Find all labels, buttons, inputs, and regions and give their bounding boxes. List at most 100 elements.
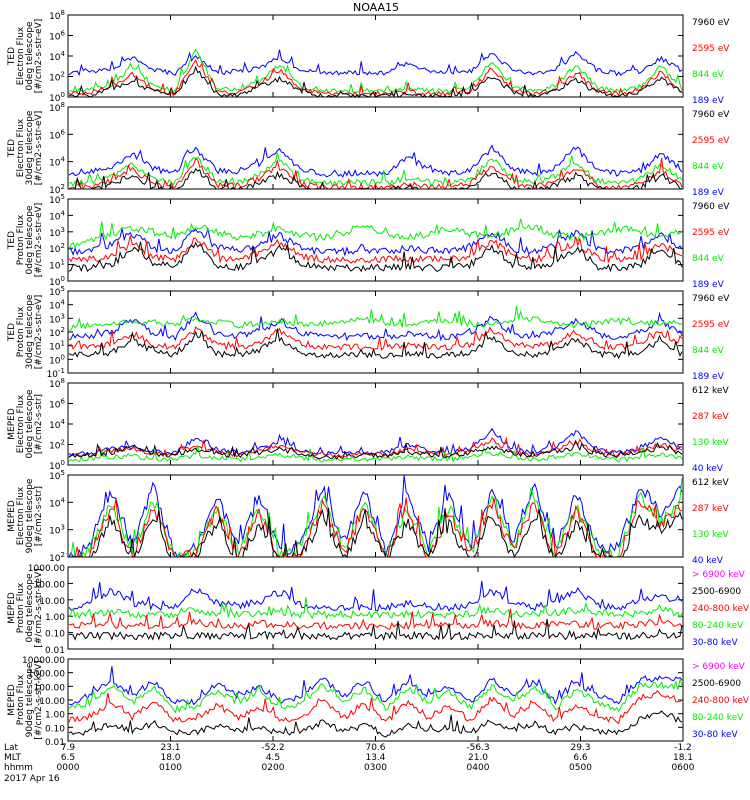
footer-value: 0000 bbox=[57, 763, 80, 773]
series-line bbox=[69, 167, 683, 191]
footer-value: 0400 bbox=[467, 763, 490, 773]
footer-value: 4.5 bbox=[266, 753, 280, 763]
y-tick-label: 104 bbox=[49, 209, 65, 222]
y-tick-label: 0.10 bbox=[45, 724, 65, 734]
y-axis-label: Proton Flux bbox=[16, 306, 26, 357]
footer-value: 7.9 bbox=[61, 743, 76, 753]
y-axis-label: Electron Flux bbox=[16, 394, 26, 453]
y-axis-label: 0deg telescope bbox=[25, 573, 35, 643]
legend-entry: 30-80 keV bbox=[692, 730, 738, 740]
footer-value: 29.3 bbox=[570, 743, 590, 753]
legend-entry: 80-240 keV bbox=[692, 713, 744, 723]
legend-entry: 612 keV bbox=[692, 478, 729, 488]
y-axis-label: TED bbox=[7, 139, 17, 158]
y-tick-label: 103 bbox=[49, 312, 65, 325]
y-axis-label: Proton Flux bbox=[16, 582, 26, 633]
y-axis-label: 30deg telescope bbox=[25, 110, 35, 185]
series-line bbox=[68, 48, 683, 94]
legend-entry: 189 eV bbox=[692, 96, 725, 106]
y-axis-label: TED bbox=[7, 231, 17, 250]
y-tick-label: 100.00 bbox=[34, 580, 66, 590]
y-tick-label: 1000.00 bbox=[28, 670, 65, 680]
y-axis-label: 90deg telescope bbox=[25, 662, 35, 737]
series-line bbox=[69, 305, 683, 331]
y-tick-label: 100 bbox=[49, 353, 65, 366]
footer-value: 13.4 bbox=[365, 753, 385, 763]
series-line bbox=[68, 326, 683, 352]
series-line bbox=[68, 241, 683, 273]
y-tick-label: 10.00 bbox=[39, 597, 65, 607]
legend-entry: 844 eV bbox=[692, 254, 725, 264]
y-tick-label: 102 bbox=[49, 439, 65, 452]
y-axis-label: [#/cm2-s-str] bbox=[34, 394, 44, 454]
series-line bbox=[68, 152, 683, 188]
legend-entry: 130 keV bbox=[692, 438, 729, 448]
series-line bbox=[68, 157, 683, 191]
series-line bbox=[68, 427, 683, 456]
y-tick-label: 102 bbox=[49, 551, 65, 564]
series-line bbox=[68, 689, 683, 725]
footer-row-label: Lat bbox=[4, 743, 19, 753]
legend-entry: 40 keV bbox=[692, 556, 724, 566]
series-line bbox=[68, 608, 683, 631]
legend-entry: 612 keV bbox=[692, 386, 729, 396]
legend-entry: 844 eV bbox=[692, 346, 725, 356]
legend-entry: 2500-6900 bbox=[692, 679, 741, 689]
y-axis-label: [#/cm2-s-str-eV] bbox=[34, 295, 44, 370]
y-tick-label: 1.00 bbox=[45, 711, 65, 721]
y-tick-label: 101 bbox=[49, 340, 65, 353]
y-tick-label: 0.01 bbox=[45, 738, 65, 748]
y-tick-label: 104 bbox=[49, 50, 65, 63]
legend-entry: 130 keV bbox=[692, 530, 729, 540]
legend-entry: 30-80 keV bbox=[692, 638, 738, 648]
y-tick-label: 10000.00 bbox=[22, 656, 65, 666]
y-tick-label: 100.00 bbox=[34, 683, 66, 693]
legend-entry: 240-800 keV bbox=[692, 696, 750, 706]
footer-value: 18.0 bbox=[160, 753, 180, 763]
y-axis-label: [#/cm2-s-str-eV] bbox=[34, 111, 44, 186]
figure-title: NOAA15 bbox=[353, 1, 399, 14]
legend-entry: 287 keV bbox=[692, 504, 729, 514]
footer-row-label: hhmm bbox=[4, 763, 33, 773]
series-line bbox=[68, 580, 683, 612]
legend-entry: 240-800 keV bbox=[692, 604, 750, 614]
legend-entry: 189 eV bbox=[692, 280, 725, 290]
y-axis-label: 90deg telescope bbox=[25, 478, 35, 553]
series-line bbox=[68, 218, 683, 251]
y-axis-label: Electron Flux bbox=[16, 26, 26, 85]
legend-entry: 2595 eV bbox=[692, 44, 730, 54]
y-axis-label: MEPED bbox=[7, 500, 17, 532]
y-tick-label: 1000.00 bbox=[28, 564, 65, 574]
footer-value: 70.6 bbox=[365, 743, 385, 753]
series-line bbox=[68, 328, 683, 360]
footer-value: 0100 bbox=[159, 763, 182, 773]
series-line bbox=[68, 65, 682, 99]
y-axis-label: [#/cm2-s-str-keV] bbox=[34, 568, 44, 647]
legend-entry: > 6900 keV bbox=[692, 662, 746, 672]
y-tick-label: 104 bbox=[49, 496, 65, 509]
footer-row-label: 2017 Apr 16 bbox=[4, 774, 60, 784]
footer-value: -1.2 bbox=[674, 743, 692, 753]
y-tick-label: 0.10 bbox=[45, 630, 65, 640]
y-tick-label: 102 bbox=[49, 242, 65, 255]
footer-value: -52.2 bbox=[261, 743, 284, 753]
footer-row-label: MLT bbox=[4, 753, 22, 763]
legend-entry: 80-240 keV bbox=[692, 621, 744, 631]
y-axis-label: MEPED bbox=[7, 684, 17, 716]
y-tick-label: 102 bbox=[49, 326, 65, 339]
series-line bbox=[68, 49, 683, 77]
y-axis-label: TED bbox=[7, 47, 17, 66]
y-axis-label: 0deg telescope bbox=[25, 205, 35, 275]
footer-value: -56.3 bbox=[466, 743, 489, 753]
legend-entry: 189 eV bbox=[692, 188, 725, 198]
y-tick-label: 0.01 bbox=[45, 646, 65, 656]
y-axis-label: 30deg telescope bbox=[25, 294, 35, 369]
legend-entry: 844 eV bbox=[692, 70, 725, 80]
legend-entry: 7960 eV bbox=[692, 294, 730, 304]
legend-entry: 7960 eV bbox=[692, 202, 730, 212]
footer-value: 23.1 bbox=[160, 743, 180, 753]
legend-entry: 7960 eV bbox=[692, 18, 730, 28]
series-line bbox=[68, 144, 683, 179]
legend-entry: 2595 eV bbox=[692, 136, 730, 146]
